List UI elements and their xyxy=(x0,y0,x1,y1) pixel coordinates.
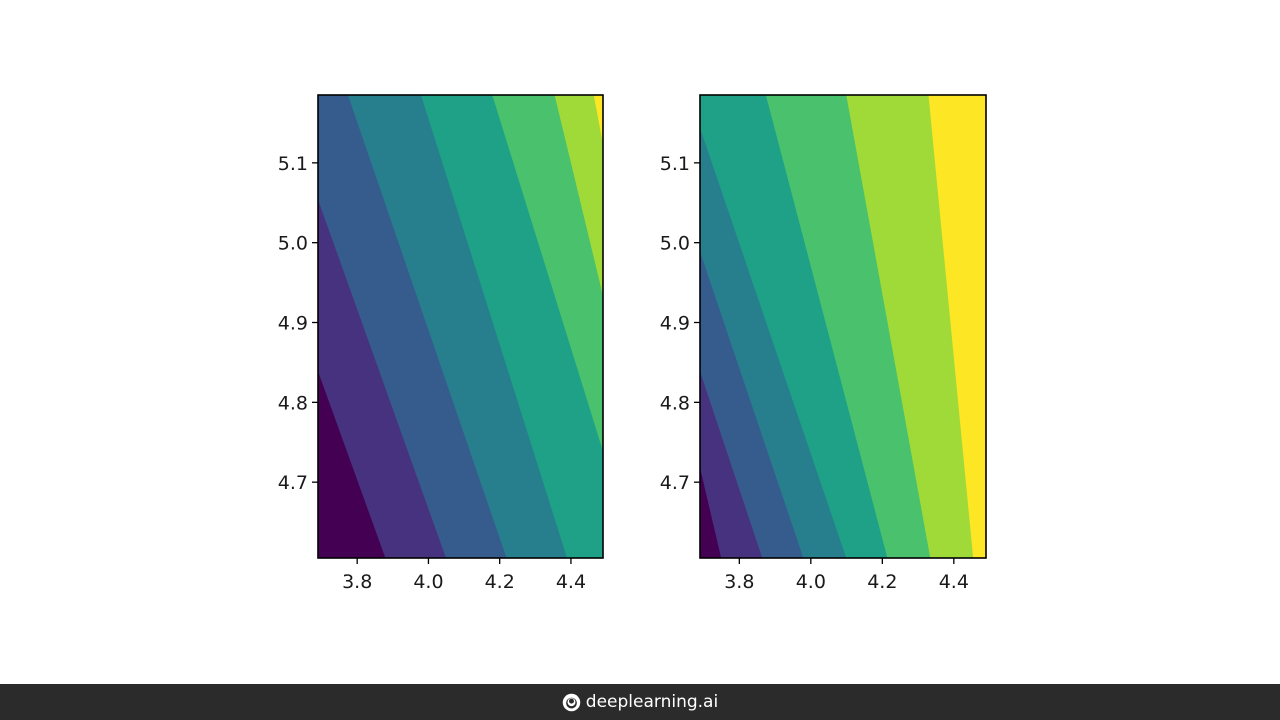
y-tick-label: 5.1 xyxy=(278,153,308,175)
brand[interactable]: deeplearning.ai xyxy=(562,692,718,712)
axes-frame xyxy=(699,94,987,559)
y-tick-label: 4.7 xyxy=(660,472,690,494)
y-tick-label: 4.9 xyxy=(278,313,308,335)
x-tick-label: 4.0 xyxy=(413,571,443,593)
y-tick-label: 4.8 xyxy=(278,392,308,414)
y-tick-label: 5.0 xyxy=(660,233,690,255)
y-tick-label: 4.9 xyxy=(660,313,690,335)
footer-bar: deeplearning.ai xyxy=(0,684,1280,720)
y-tick-label: 5.0 xyxy=(278,233,308,255)
contour-plot-right: 3.8 4.0 4.2 4.4 4.7 4.8 4.9 5.0 5.1 xyxy=(660,94,987,593)
contour-plot-left: 3.8 4.0 4.2 4.4 4.7 4.8 4.9 5.0 5.1 xyxy=(278,94,604,593)
x-tick-label: 3.8 xyxy=(342,571,372,593)
y-tick-label: 5.1 xyxy=(660,153,690,175)
y-tick-label: 4.8 xyxy=(660,392,690,414)
brand-name: deeplearning.ai xyxy=(585,692,719,712)
x-tick-label: 4.2 xyxy=(867,571,897,593)
x-tick-label: 4.4 xyxy=(939,571,969,593)
x-tick-label: 3.8 xyxy=(724,571,754,593)
figure: 3.8 4.0 4.2 4.4 4.7 4.8 4.9 5.0 5.1 3.8 4.0 4.2 4.4… xyxy=(278,94,987,593)
x-tick-label: 4.0 xyxy=(796,571,826,593)
y-tick-label: 4.7 xyxy=(278,472,308,494)
deeplearning-logo-icon xyxy=(562,693,581,711)
x-tick-label: 4.2 xyxy=(485,571,515,593)
x-tick-label: 4.4 xyxy=(556,571,586,593)
axes-frame xyxy=(317,94,604,559)
